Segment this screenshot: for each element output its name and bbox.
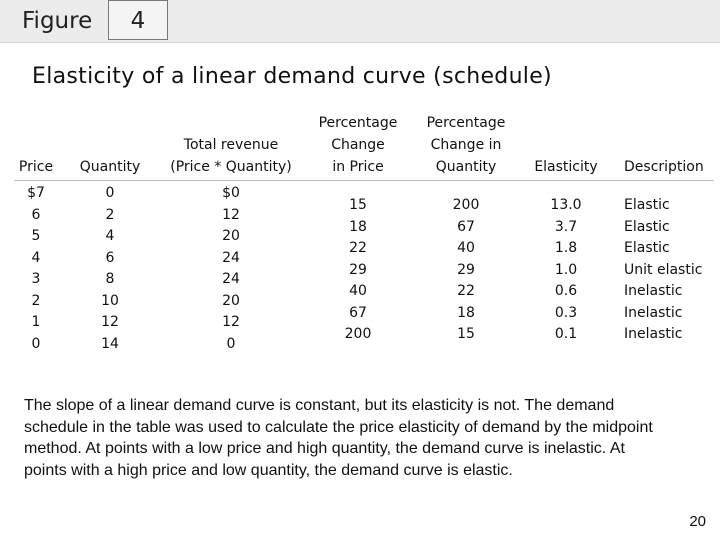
figure-header: Figure 4 — [0, 0, 720, 43]
table-cell-pct-quantity: 18 — [457, 304, 475, 321]
column-quantity: 0 2 4 6 8 10 12 14 — [72, 183, 148, 355]
table-cell-pct-quantity: 22 — [457, 283, 475, 299]
table-cell-quantity: 10 — [101, 292, 119, 309]
table-cell-quantity: 6 — [105, 249, 115, 266]
table-cell-revenue: 24 — [222, 249, 240, 266]
table-cell-pct-quantity: 29 — [457, 261, 475, 278]
table-cell-pct-price: 200 — [344, 326, 372, 342]
column-description: Elastic Elastic Elastic Unit elastic Inelast… — [624, 195, 716, 346]
table-cell-price: 3 — [31, 271, 41, 287]
column-revenue: $0 12 20 24 24 20 12 0 — [160, 183, 302, 355]
table-cell-price: 4 — [31, 249, 41, 266]
table-cell-pct-price: 18 — [349, 218, 367, 235]
table-cell-description: Inelastic — [624, 326, 683, 342]
table-cell-pct-price: 22 — [349, 240, 367, 256]
header-description-cell: Description — [624, 110, 716, 178]
table-cell-elasticity: 0.3 — [554, 304, 578, 321]
table-cell-pct-quantity: 67 — [457, 218, 475, 235]
header-pct-quantity-cell: Percentage Change in Quantity — [418, 110, 514, 178]
table-cell-quantity: 2 — [105, 206, 115, 223]
table-cell-revenue: 20 — [222, 292, 240, 309]
table-cell-pct-quantity: 15 — [457, 326, 475, 342]
table-cell-quantity: 4 — [105, 228, 115, 244]
table-cell-revenue: 24 — [222, 271, 240, 287]
table-cell-revenue: 12 — [222, 314, 240, 330]
header-quantity-cell: Quantity — [72, 110, 148, 178]
table-cell-revenue: 12 — [222, 206, 240, 223]
column-pct-quantity: 200 67 40 29 22 18 15 — [418, 195, 514, 346]
header-divider — [14, 180, 714, 181]
table-cell-pct-quantity: 200 — [452, 197, 480, 213]
table-cell-elasticity: 13.0 — [550, 197, 582, 213]
header-revenue: Total revenue (Price * Quantity) — [170, 137, 292, 175]
table-cell-price: 6 — [31, 206, 41, 223]
table-cell-price: 2 — [31, 292, 41, 309]
header-elasticity-cell: Elasticity — [526, 110, 606, 178]
table-cell-elasticity: 1.0 — [554, 261, 578, 278]
table-cell-price: $7 — [27, 185, 45, 201]
table-cell-description: Unit elastic — [624, 261, 703, 278]
header-revenue-cell: Total revenue (Price * Quantity) — [160, 110, 302, 178]
table-cell-revenue: $0 — [222, 185, 240, 201]
table-cell-pct-quantity: 40 — [457, 240, 475, 256]
table-cell-description: Elastic — [624, 240, 670, 256]
header-pct-price-cell: Percentage Change in Price — [312, 110, 404, 178]
page-number: 20 — [689, 513, 706, 530]
table-cell-description: Inelastic — [624, 304, 683, 321]
table-cell-description: Elastic — [624, 197, 670, 213]
table-cell-revenue: 0 — [226, 335, 236, 352]
header-description: Description — [624, 159, 704, 175]
table-cell-revenue: 20 — [222, 228, 240, 244]
table-cell-elasticity: 0.6 — [554, 283, 578, 299]
column-pct-price: 15 18 22 29 40 67 200 — [312, 195, 404, 346]
header-elasticity: Elasticity — [534, 159, 598, 175]
figure-label: Figure — [22, 8, 93, 34]
table-cell-elasticity: 3.7 — [554, 218, 578, 235]
table-cell-pct-price: 67 — [349, 304, 367, 321]
page-title: Elasticity of a linear demand curve (sch… — [32, 64, 552, 89]
header-price-cell: Price — [14, 110, 58, 178]
table-cell-quantity: 14 — [101, 335, 119, 352]
header-pct-quantity: Percentage Change in Quantity — [426, 115, 506, 175]
table-cell-pct-price: 15 — [349, 197, 367, 213]
table-cell-description: Inelastic — [624, 283, 683, 299]
table-cell-description: Elastic — [624, 218, 670, 235]
figure-number-box: 4 — [108, 0, 168, 40]
table-cell-elasticity: 1.8 — [554, 240, 578, 256]
figure-caption: The slope of a linear demand curve is co… — [24, 397, 653, 479]
table-cell-quantity: 8 — [105, 271, 115, 287]
header-price: Price — [18, 159, 54, 175]
table-cell-quantity: 0 — [105, 185, 115, 201]
table-cell-price: 0 — [31, 335, 41, 352]
table-cell-price: 1 — [31, 314, 41, 330]
column-elasticity: 13.0 3.7 1.8 1.0 0.6 0.3 0.1 — [526, 195, 606, 346]
column-price: $7 6 5 4 3 2 1 0 — [14, 183, 58, 355]
table-cell-elasticity: 0.1 — [554, 326, 578, 342]
header-quantity: Quantity — [79, 159, 141, 175]
table-cell-price: 5 — [31, 228, 41, 244]
header-pct-price: Percentage Change in Price — [318, 115, 398, 175]
table-cell-quantity: 12 — [101, 314, 119, 330]
table-cell-pct-price: 29 — [349, 261, 367, 278]
table-cell-pct-price: 40 — [349, 283, 367, 299]
